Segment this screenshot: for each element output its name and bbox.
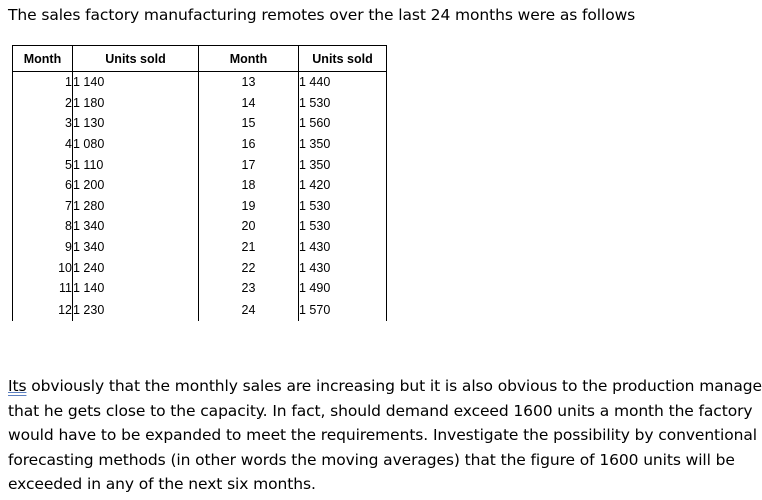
month-cell: 24 bbox=[198, 298, 299, 321]
paragraph-line: forecasting methods (in other words the … bbox=[8, 450, 735, 469]
month-cell: 11 bbox=[12, 277, 73, 299]
month-cell: 1 bbox=[12, 71, 73, 93]
units-cell: 1 430 bbox=[298, 236, 387, 258]
intro-text: The sales factory manufacturing remotes … bbox=[8, 6, 636, 24]
month-cell: 14 bbox=[198, 92, 299, 114]
month-cell: 3 bbox=[12, 113, 73, 134]
header-month-2: Month bbox=[198, 45, 299, 72]
month-cell: 20 bbox=[198, 216, 299, 237]
units-cell: 1 430 bbox=[298, 257, 387, 278]
paragraph-text: obviously that the monthly sales are inc… bbox=[26, 377, 762, 395]
units-cell: 1 530 bbox=[298, 195, 387, 217]
month-cell: 5 bbox=[12, 154, 73, 175]
table-row: 12 1 230 24 1 570 bbox=[12, 298, 387, 321]
paragraph-line: Its obviously that the monthly sales are… bbox=[8, 374, 762, 399]
table-row: 11 1 140 23 1 490 bbox=[12, 277, 387, 299]
units-cell: 1 140 bbox=[72, 277, 199, 299]
paragraph-line: that he gets close to the capacity. In f… bbox=[8, 401, 753, 420]
units-cell: 1 530 bbox=[298, 216, 387, 237]
month-cell: 23 bbox=[198, 277, 299, 299]
month-cell: 10 bbox=[12, 257, 73, 278]
spellcheck-word: Its bbox=[8, 377, 27, 395]
units-cell: 1 420 bbox=[298, 174, 387, 196]
month-cell: 8 bbox=[12, 216, 73, 237]
units-cell: 1 180 bbox=[72, 92, 199, 114]
units-cell: 1 130 bbox=[72, 113, 199, 134]
month-cell: 9 bbox=[12, 236, 73, 258]
table-header-row: Month Units sold Month Units sold bbox=[12, 45, 387, 72]
month-cell: 12 bbox=[12, 298, 73, 321]
units-cell: 1 490 bbox=[298, 277, 387, 299]
month-cell: 2 bbox=[12, 92, 73, 114]
header-units-2: Units sold bbox=[298, 45, 387, 72]
header-month-1: Month bbox=[12, 45, 73, 72]
month-cell: 7 bbox=[12, 195, 73, 217]
table-row: 10 1 240 22 1 430 bbox=[12, 257, 387, 278]
units-cell: 1 350 bbox=[298, 154, 387, 175]
month-cell: 15 bbox=[198, 113, 299, 134]
month-cell: 17 bbox=[198, 154, 299, 175]
units-cell: 1 080 bbox=[72, 133, 199, 155]
month-cell: 21 bbox=[198, 236, 299, 258]
units-cell: 1 140 bbox=[72, 71, 199, 93]
units-cell: 1 200 bbox=[72, 174, 199, 196]
units-cell: 1 340 bbox=[72, 236, 199, 258]
units-cell: 1 240 bbox=[72, 257, 199, 278]
units-cell: 1 340 bbox=[72, 216, 199, 237]
units-cell: 1 440 bbox=[298, 71, 387, 93]
paragraph-line: exceeded in any of the next six months. bbox=[8, 475, 316, 494]
month-cell: 13 bbox=[198, 71, 299, 93]
month-cell: 16 bbox=[198, 133, 299, 155]
units-cell: 1 280 bbox=[72, 195, 199, 217]
month-cell: 18 bbox=[198, 174, 299, 196]
month-cell: 19 bbox=[198, 195, 299, 217]
units-cell: 1 230 bbox=[72, 298, 199, 321]
header-units-1: Units sold bbox=[72, 45, 199, 72]
units-cell: 1 350 bbox=[298, 133, 387, 155]
units-cell: 1 570 bbox=[298, 298, 387, 321]
units-cell: 1 110 bbox=[72, 154, 199, 175]
paragraph-line: would have to be expanded to meet the re… bbox=[8, 426, 757, 445]
units-cell: 1 530 bbox=[298, 92, 387, 114]
month-cell: 22 bbox=[198, 257, 299, 278]
question-paragraph: Its obviously that the monthly sales are… bbox=[8, 374, 762, 497]
month-cell: 4 bbox=[12, 133, 73, 155]
units-cell: 1 560 bbox=[298, 113, 387, 134]
month-cell: 6 bbox=[12, 174, 73, 196]
